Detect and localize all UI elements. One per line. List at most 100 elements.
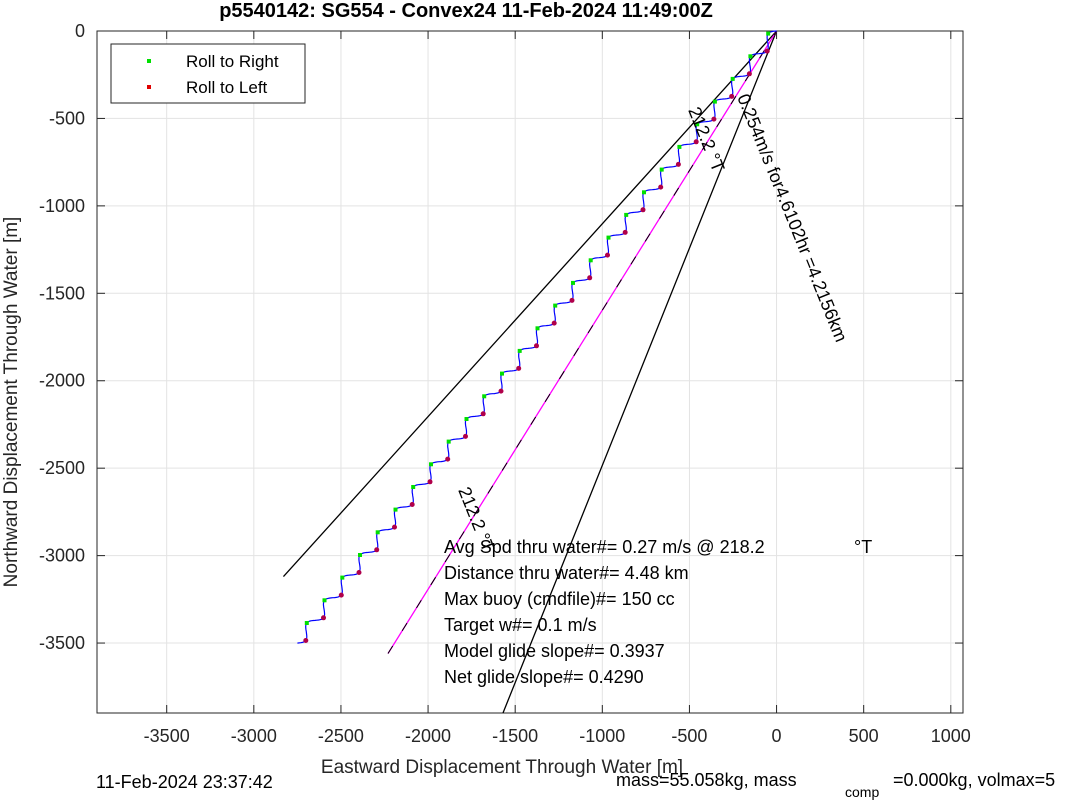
roll-right-marker	[358, 553, 362, 557]
roll-left-marker	[711, 116, 717, 122]
roll-left-marker	[498, 388, 504, 394]
x-tick-label: 1000	[931, 726, 971, 746]
chart-title: p5540142: SG554 - Convex24 11-Feb-2024 1…	[219, 0, 713, 22]
x-tick-label: 0	[772, 726, 782, 746]
roll-right-marker	[517, 348, 522, 353]
roll-right-marker	[677, 144, 682, 149]
y-tick-label: -3500	[39, 633, 85, 653]
roll-right-marker	[642, 190, 646, 195]
legend-label-roll-right: Roll to Right	[186, 52, 279, 71]
roll-left-marker	[605, 252, 610, 258]
roll-left-marker	[338, 592, 344, 598]
roll-right-marker	[411, 485, 416, 489]
footer-mass-rest: =0.000kg, volmax=5	[893, 770, 1055, 790]
footer-mass-sub: comp	[845, 784, 879, 800]
roll-right-marker	[571, 280, 575, 285]
stat-model-glide: Model glide slope#= 0.3937	[444, 641, 665, 661]
roll-right-marker	[712, 99, 717, 104]
footer-mass: mass=55.058kg, mass	[616, 770, 797, 790]
reference-lines	[282, 30, 778, 714]
y-tick-label: -3000	[39, 546, 85, 566]
footer-timestamp: 11-Feb-2024 23:37:42	[96, 772, 273, 792]
roll-right-marker	[393, 507, 398, 512]
line-cone-left	[282, 30, 778, 578]
roll-right-marker	[588, 258, 593, 263]
roll-right-marker	[535, 326, 540, 331]
legend-marker-roll-right	[147, 59, 151, 63]
roll-right-marker	[553, 303, 558, 308]
roll-right-marker	[766, 31, 771, 36]
roll-right-marker	[695, 122, 700, 127]
stat-net-glide: Net glide slope#= 0.4290	[444, 667, 644, 687]
y-tick-label: 0	[75, 21, 85, 41]
roll-left-marker	[445, 456, 451, 462]
roll-right-marker	[659, 167, 664, 172]
y-axis-label: Northward Displacement Through Water [m]	[1, 217, 22, 588]
x-tick-label: -1500	[492, 726, 538, 746]
heading-label-top: 212.2 °T	[684, 104, 728, 175]
roll-left-marker	[374, 547, 380, 553]
stat-avg-speed: Avg Spd thru water#= 0.27 m/s @ 218.2	[444, 537, 765, 557]
y-axis-ticks: 0 -500 -1000 -1500 -2000 -2500 -3000 -3500	[39, 21, 963, 653]
roll-left-marker	[463, 433, 468, 439]
roll-right-marker	[624, 212, 629, 217]
y-tick-label: -2000	[39, 371, 85, 391]
roll-right-marker	[304, 621, 309, 625]
roll-right-marker	[748, 54, 753, 59]
roll-left-marker	[480, 411, 486, 417]
plot-frame	[96, 30, 964, 714]
track-path	[297, 30, 777, 644]
x-tick-label: -1000	[579, 726, 625, 746]
stat-distance: Distance thru water#= 4.48 km	[444, 563, 689, 583]
roll-markers	[303, 31, 771, 643]
x-tick-label: -3000	[231, 726, 277, 746]
x-axis-ticks: -3500 -3000 -2500 -2000 -1500 -1000 -500 0 500 10…	[144, 31, 971, 746]
roll-left-marker	[693, 139, 699, 145]
y-tick-label: -2500	[39, 458, 85, 478]
roll-left-marker	[409, 502, 415, 507]
roll-right-marker	[340, 575, 345, 580]
roll-left-marker	[729, 93, 735, 99]
speed-label: 0.254m/s for4.6102hr =4.2156km	[733, 91, 851, 345]
roll-right-marker	[606, 235, 611, 240]
glider-track	[297, 30, 777, 644]
y-tick-label: -1500	[39, 283, 85, 303]
roll-left-marker	[622, 229, 628, 235]
roll-left-marker	[551, 320, 557, 326]
y-tick-label: -1000	[39, 196, 85, 216]
roll-left-marker	[427, 479, 433, 485]
roll-left-marker	[303, 638, 309, 643]
legend-label-roll-left: Roll to Left	[186, 78, 268, 97]
line-heading-magenta	[387, 30, 778, 654]
roll-left-marker	[764, 48, 770, 54]
roll-right-marker	[446, 439, 451, 444]
roll-left-marker	[587, 275, 593, 281]
legend-marker-roll-left	[147, 85, 151, 89]
x-tick-label: -2500	[318, 726, 364, 746]
roll-left-marker	[675, 161, 681, 167]
roll-left-marker	[746, 71, 752, 77]
roll-left-marker	[534, 343, 539, 349]
roll-right-marker	[322, 598, 327, 603]
roll-left-marker	[356, 570, 362, 575]
roll-left-marker	[658, 184, 664, 190]
stat-max-buoy: Max buoy (cmdfile)#= 150 cc	[444, 589, 675, 609]
x-tick-label: -2000	[405, 726, 451, 746]
x-axis-label: Eastward Displacement Through Water [m]	[321, 757, 683, 778]
x-tick-label: 500	[849, 726, 879, 746]
roll-right-marker	[375, 530, 380, 535]
roll-right-marker	[730, 76, 735, 81]
y-tick-label: -500	[49, 108, 85, 128]
x-tick-label: -3500	[144, 726, 190, 746]
roll-left-marker	[569, 297, 575, 303]
roll-left-marker	[392, 524, 397, 530]
roll-right-marker	[482, 394, 487, 399]
roll-right-marker	[464, 417, 469, 421]
legend: Roll to Right Roll to Left	[110, 43, 306, 104]
stat-target-w: Target w#= 0.1 m/s	[444, 615, 597, 635]
x-tick-label: -500	[671, 726, 707, 746]
roll-left-marker	[640, 207, 646, 213]
roll-right-marker	[429, 462, 433, 467]
stats-block: Avg Spd thru water#= 0.27 m/s @ 218.2 °T…	[444, 537, 872, 687]
